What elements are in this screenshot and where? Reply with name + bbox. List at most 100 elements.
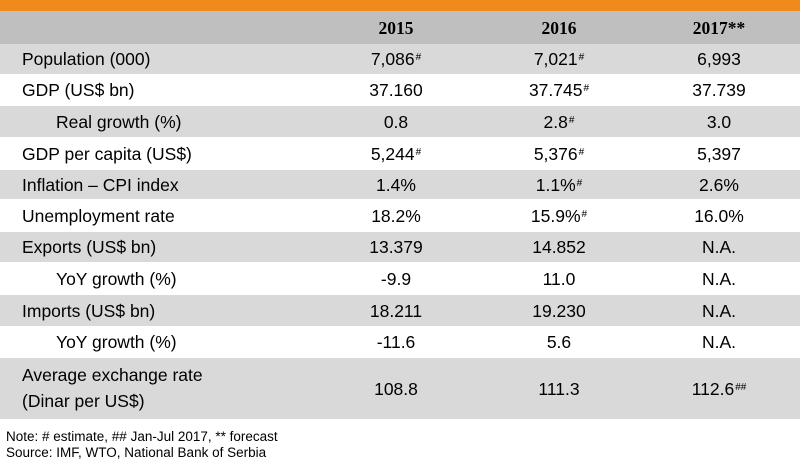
table-cell: -9.9 <box>330 263 462 295</box>
table-cell: -11.6 <box>330 327 462 358</box>
cell-value: 13.379 <box>369 237 423 257</box>
cell-value: 3.0 <box>706 111 732 132</box>
cell-value: 18.2% <box>371 205 421 226</box>
cell-value: 6,993 <box>697 49 741 69</box>
row-divider <box>0 357 800 358</box>
table-cell: N.A. <box>653 327 785 358</box>
table-cell: 112.6 ## <box>653 358 785 420</box>
table-row: Exports (US$ bn) 13.379 14.852 N.A. <box>0 232 800 263</box>
table-cell: 5,397 <box>653 138 785 170</box>
cell-value: 2.8 <box>543 111 568 132</box>
row-divider <box>0 262 800 263</box>
column-header-2016: 2016 <box>541 18 577 38</box>
cell-value: 37.160 <box>369 80 423 100</box>
table-notes: Note: # estimate, ## Jan-Jul 2017, ** fo… <box>6 429 278 461</box>
row-label: Imports (US$ bn) <box>22 300 156 321</box>
table-cell: 0.8 <box>330 106 462 138</box>
cell-value: N.A. <box>701 332 737 352</box>
cell-value: N.A. <box>701 300 737 321</box>
table-cell: 2.8 # <box>493 106 625 138</box>
table-cell: 2.6% <box>653 170 785 200</box>
cell-footnote-marker: # <box>415 52 422 63</box>
table-cell: 14.852 <box>493 232 625 263</box>
cell-value: 0.8 <box>383 111 409 132</box>
table-cell: N.A. <box>653 263 785 295</box>
cell-value: 5.6 <box>546 332 572 352</box>
row-divider <box>0 137 800 138</box>
table-cell: 18.2% <box>330 200 462 232</box>
cell-value: 16.0% <box>694 205 744 226</box>
cell-value: 18.211 <box>369 300 423 321</box>
cell-value: 14.852 <box>532 237 586 257</box>
cell-value: -9.9 <box>380 268 412 289</box>
cell-value: 7,021 <box>533 49 578 69</box>
table-cell: 37.739 <box>653 75 785 106</box>
table-cell: 6,993 <box>653 44 785 75</box>
table-cell: N.A. <box>653 295 785 327</box>
row-label: GDP (US$ bn) <box>22 80 135 100</box>
table-row: YoY growth (%) -9.9 11.0 N.A. <box>0 263 800 295</box>
cell-value: 19.230 <box>532 300 586 321</box>
row-divider <box>0 294 800 295</box>
cell-value: 7,086 <box>370 49 415 69</box>
table-cell: 16.0% <box>653 200 785 232</box>
cell-footnote-marker: # <box>583 83 590 94</box>
row-label: Average exchange rate (Dinar per US$) <box>22 358 203 424</box>
table-header: 2015 2016 2017** <box>0 11 800 44</box>
table-row: Real growth (%) 0.8 2.8 #3.0 <box>0 106 800 138</box>
row-divider <box>0 105 800 106</box>
table-cell: 37.745 # <box>493 75 625 106</box>
table-cell: 1.1% # <box>493 170 625 200</box>
cell-value: 2.6% <box>699 174 739 195</box>
cell-value: 11.0 <box>542 268 576 289</box>
table-row: Inflation – CPI index 1.4% 1.1% #2.6% <box>0 170 800 200</box>
cell-footnote-marker: ## <box>735 381 747 393</box>
cell-footnote-marker: # <box>415 146 422 158</box>
table-cell: 5,376 # <box>493 138 625 170</box>
cell-footnote-marker: # <box>576 177 583 189</box>
row-divider <box>0 231 800 232</box>
cell-footnote-marker: # <box>581 208 588 220</box>
cell-value: 108.8 <box>374 378 418 399</box>
table-cell: 108.8 <box>330 358 462 420</box>
table-cell: 111.3 <box>493 358 625 420</box>
cell-value: 112.6 <box>691 378 735 399</box>
column-header-2015: 2015 <box>378 18 414 38</box>
cell-value: 111.3 <box>538 378 580 399</box>
cell-value: 1.4% <box>376 174 416 195</box>
table-row: YoY growth (%) -11.6 5.6 N.A. <box>0 327 800 358</box>
column-header-2017: 2017** <box>692 18 746 38</box>
table-cell: 11.0 <box>493 263 625 295</box>
table-row: Population (000) 7,086 #7,021 #6,993 <box>0 44 800 75</box>
table-cell: 18.211 <box>330 295 462 327</box>
cell-value: N.A. <box>701 268 737 289</box>
row-divider <box>0 419 800 420</box>
cell-value: 1.1% <box>535 174 576 195</box>
cell-value: 15.9% <box>530 205 581 226</box>
table-cell: 7,086 # <box>330 44 462 75</box>
table-row: GDP per capita (US$) 5,244 #5,376 #5,397 <box>0 138 800 170</box>
table-cell: 5,244 # <box>330 138 462 170</box>
cell-value: -11.6 <box>376 332 416 352</box>
row-label: GDP per capita (US$) <box>22 143 192 164</box>
row-label: Unemployment rate <box>22 205 175 226</box>
cell-value: 37.745 <box>528 80 583 100</box>
table-cell: 19.230 <box>493 295 625 327</box>
row-label: YoY growth (%) <box>56 332 177 352</box>
cell-footnote-marker: # <box>578 52 585 63</box>
accent-bar <box>0 0 800 11</box>
table-cell: 37.160 <box>330 75 462 106</box>
row-divider <box>0 74 800 75</box>
table-cell: 3.0 <box>653 106 785 138</box>
cell-value: 5,397 <box>697 143 741 164</box>
table-cell: 13.379 <box>330 232 462 263</box>
table-cell: N.A. <box>653 232 785 263</box>
row-divider <box>0 169 800 170</box>
row-label: Real growth (%) <box>56 111 182 132</box>
cell-value: 5,376 <box>533 143 578 164</box>
cell-footnote-marker: # <box>568 114 575 126</box>
row-divider <box>0 199 800 200</box>
cell-value: 37.739 <box>692 80 746 100</box>
table-row: Unemployment rate 18.2% 15.9% #16.0% <box>0 200 800 232</box>
row-label-line: Average exchange rate <box>22 365 203 385</box>
